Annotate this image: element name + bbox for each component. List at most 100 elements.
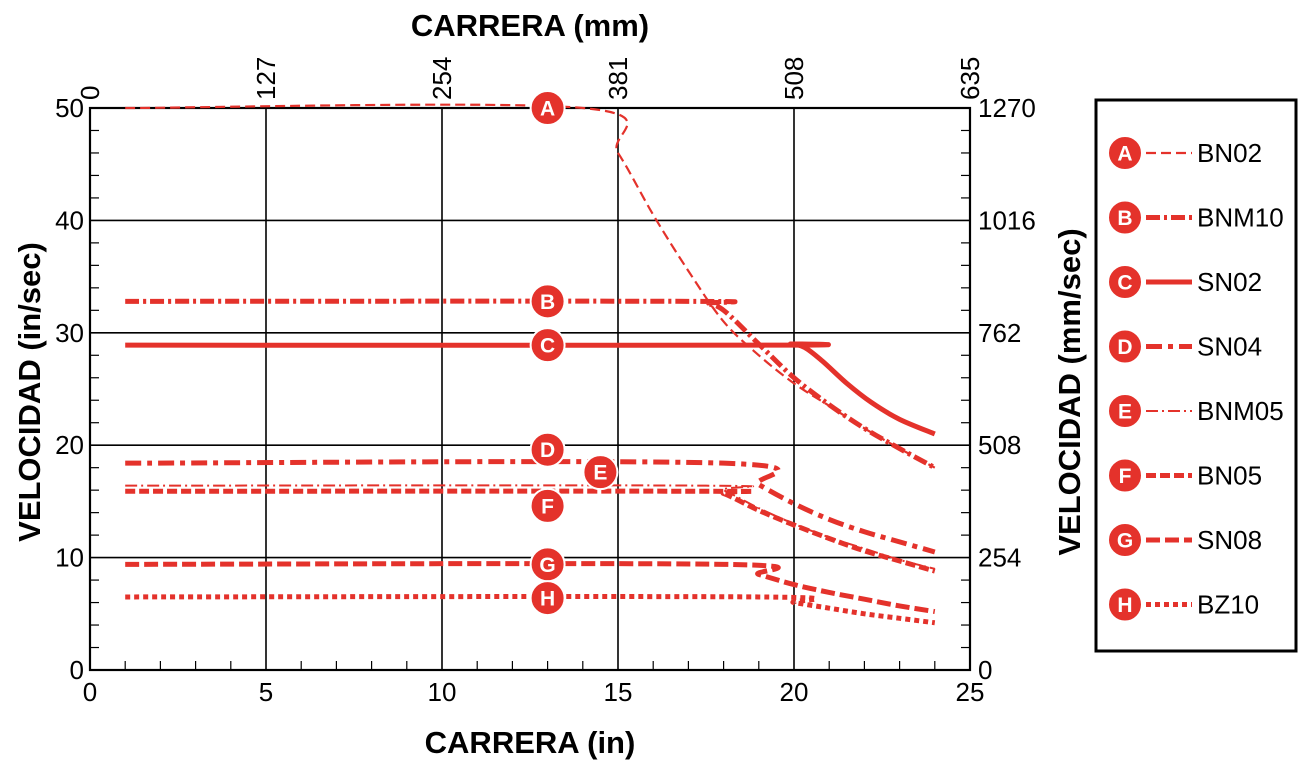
series-line-bz10 — [125, 594, 936, 626]
series-line-bn02 — [125, 103, 936, 469]
badge-circle — [582, 454, 619, 491]
badge-circle — [529, 487, 566, 524]
series-badge-f: F — [529, 487, 566, 524]
x-bottom-tick-label: 25 — [956, 677, 985, 707]
badge-circle — [1107, 328, 1143, 365]
badge-layer: A BC D E F GH — [529, 90, 619, 617]
tick-layer: 0 5 10 15 20 250 127 254 381 508 63501020304050025… — [55, 57, 1036, 707]
x-top-tick-label: 254 — [427, 57, 457, 100]
y-right-tick-label: 0 — [978, 655, 992, 685]
legend-item-sn04: D SN04 — [1107, 328, 1262, 365]
legend-badge: F — [1107, 457, 1143, 494]
badge-circle — [1107, 393, 1143, 429]
badge-circle — [1107, 457, 1143, 494]
y-right-axis-title: VELOCIDAD (mm/sec) — [1052, 228, 1087, 555]
legend-item-bn05: F BN05 — [1107, 457, 1262, 494]
badge-letter: H — [1117, 594, 1132, 617]
y-right-tick-label: 1016 — [978, 205, 1036, 235]
badge-letter: F — [541, 495, 554, 518]
series-line-sn08 — [125, 561, 936, 615]
x-bottom-tick-label: 10 — [428, 677, 457, 707]
legend-label: SN08 — [1197, 525, 1262, 555]
series-badge-c: C — [529, 327, 566, 364]
x-bottom-tick-label: 20 — [780, 677, 809, 707]
x-bottom-tick-label: 0 — [83, 677, 97, 707]
badge-letter: B — [1117, 207, 1132, 230]
badge-circle — [529, 580, 566, 617]
legend-label: BN02 — [1197, 138, 1262, 168]
badge-letter: A — [540, 98, 555, 121]
badge-letter: D — [540, 439, 555, 462]
legend-badge: H — [1107, 586, 1143, 623]
badge-circle — [529, 327, 566, 364]
x-top-tick-label: 127 — [251, 57, 281, 100]
y-right-tick-label: 508 — [978, 430, 1021, 460]
x-top-tick-label: 508 — [779, 57, 809, 100]
legend-badge: D — [1107, 328, 1143, 365]
badge-circle — [1107, 264, 1143, 300]
y-right-tick-label: 762 — [978, 318, 1021, 348]
series-badge-e: E — [582, 454, 619, 491]
legend-badge: B — [1107, 199, 1143, 236]
legend-label: BN05 — [1197, 461, 1262, 491]
y-left-tick-label: 50 — [55, 93, 84, 123]
legend-label: BNM10 — [1197, 203, 1284, 233]
series-badge-b: B — [529, 283, 566, 320]
x-bottom-axis-title: CARRERA (in) — [425, 725, 636, 760]
legend-item-bnm05: E BNM05 — [1107, 393, 1284, 429]
badge-letter: E — [1118, 401, 1132, 424]
y-left-tick-label: 0 — [70, 655, 84, 685]
badge-letter: B — [540, 291, 555, 314]
y-left-tick-label: 10 — [55, 543, 84, 573]
series-badge-h: H — [529, 580, 566, 617]
badge-letter: H — [540, 588, 555, 611]
series-badge-d: D — [529, 431, 566, 468]
series-badge-a: A — [529, 90, 566, 126]
legend-badge: C — [1107, 264, 1143, 300]
legend-badge: G — [1107, 522, 1143, 558]
x-top-tick-label: 0 — [75, 86, 105, 100]
legend: A BN02 B BNM10 C SN02 D SN04 E BNM05 F BN05 G SN08 H BZ… — [1094, 98, 1298, 653]
badge-letter: C — [540, 335, 555, 358]
plot-frame — [88, 106, 972, 672]
badge-letter: A — [1117, 143, 1132, 166]
legend-item-bz10: H BZ10 — [1107, 586, 1259, 623]
badge-letter: D — [1117, 336, 1132, 359]
series-badge-g: G — [529, 546, 566, 583]
legend-label: BZ10 — [1197, 590, 1259, 620]
badge-circle — [1107, 135, 1143, 171]
legend-badge: A — [1107, 135, 1143, 171]
y-left-tick-label: 20 — [55, 430, 84, 460]
y-right-tick-label: 254 — [978, 543, 1021, 573]
series-line-bn05 — [125, 488, 936, 574]
badge-letter: E — [593, 462, 607, 485]
series-layer — [125, 103, 936, 626]
legend-item-sn08: G SN08 — [1107, 522, 1262, 558]
badge-circle — [1107, 522, 1143, 558]
badge-circle — [529, 90, 566, 126]
badge-letter: G — [539, 554, 555, 577]
badge-circle — [529, 283, 566, 320]
legend-label: BNM05 — [1197, 396, 1284, 426]
y-left-tick-label: 30 — [55, 318, 84, 348]
badge-circle — [1107, 586, 1143, 623]
legend-label: SN02 — [1197, 267, 1262, 297]
series-line-bnm05 — [125, 484, 936, 570]
x-bottom-tick-label: 15 — [604, 677, 633, 707]
badge-circle — [1107, 199, 1143, 236]
x-top-axis-title: CARRERA (mm) — [411, 8, 649, 43]
grid-layer — [88, 106, 972, 672]
series-line-bnm10 — [125, 298, 936, 470]
badge-letter: C — [1117, 272, 1132, 295]
y-right-tick-label: 1270 — [978, 93, 1036, 123]
legend-item-bn02: A BN02 — [1107, 135, 1262, 171]
x-top-tick-label: 381 — [603, 57, 633, 100]
legend-box — [1094, 98, 1298, 653]
legend-label: SN04 — [1197, 332, 1262, 362]
badge-letter: G — [1117, 530, 1133, 553]
legend-item-bnm10: B BNM10 — [1107, 199, 1284, 236]
legend-item-sn02: C SN02 — [1107, 264, 1262, 300]
x-bottom-tick-label: 5 — [259, 677, 273, 707]
legend-badge: E — [1107, 393, 1143, 429]
y-left-axis-title: VELOCIDAD (in/sec) — [12, 242, 47, 542]
